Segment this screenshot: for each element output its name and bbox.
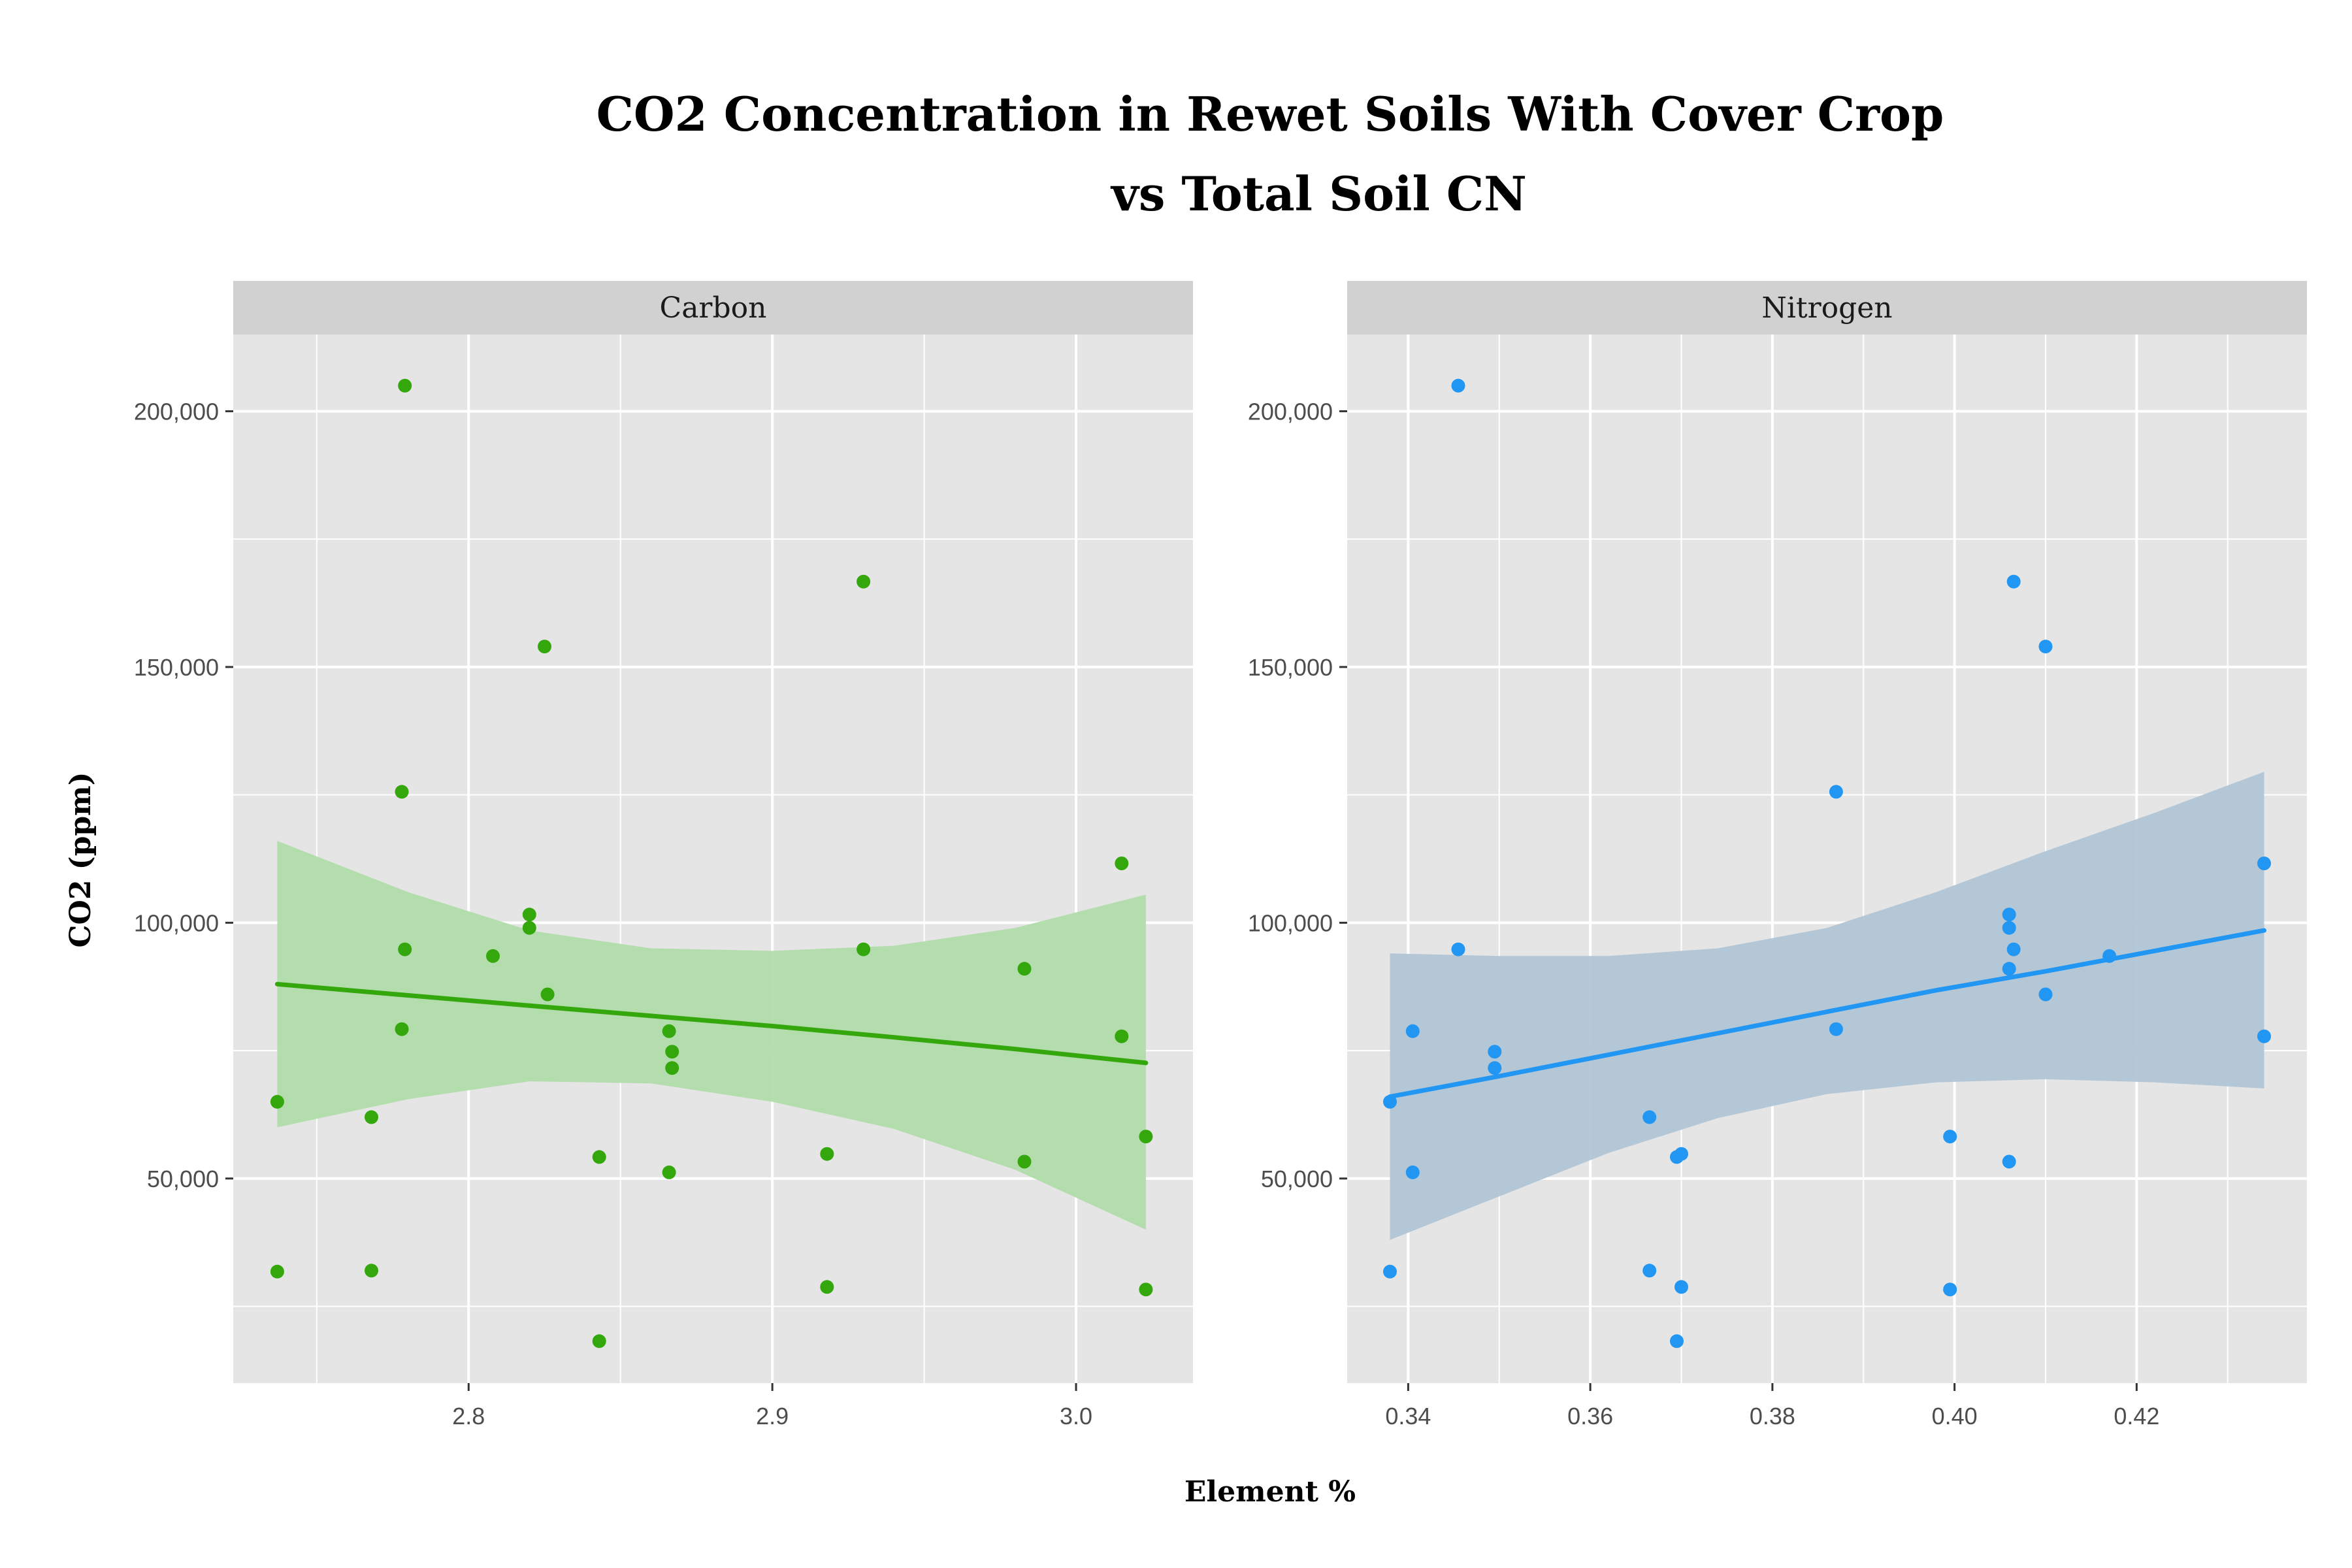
panel-background: [233, 335, 1193, 1383]
data-point: [857, 574, 871, 589]
x-tick-label: 0.38: [1750, 1403, 1795, 1429]
panel-nitrogen: 0.34 0.36 0.38 0.40 0.42 50,000 100,000 150,000…: [1248, 281, 2307, 1429]
data-point: [1674, 1280, 1688, 1294]
confidence-band: [277, 841, 1146, 1230]
y-tick-label: 100,000: [1248, 909, 1333, 936]
data-point: [398, 942, 412, 956]
data-point: [398, 378, 412, 393]
data-point: [592, 1334, 606, 1348]
y-tick-label: 50,000: [1261, 1166, 1333, 1192]
data-point: [2002, 962, 2016, 976]
data-point: [270, 1094, 284, 1109]
data-point: [1943, 1282, 1957, 1297]
confidence-band: [1390, 772, 2264, 1240]
data-point: [522, 907, 536, 922]
data-point: [2038, 640, 2053, 654]
x-tick-label: 0.36: [1567, 1403, 1613, 1429]
x-tick-label: 0.40: [1932, 1403, 1978, 1429]
data-point: [1115, 1029, 1129, 1043]
y-tick-label: 100,000: [134, 909, 219, 936]
data-point: [2257, 1029, 2271, 1043]
data-point: [662, 1165, 676, 1179]
data-point: [662, 1024, 676, 1038]
data-point: [395, 785, 409, 799]
y-tick-label: 200,000: [1248, 398, 1333, 425]
data-point: [1139, 1130, 1153, 1144]
data-point: [857, 942, 871, 956]
facet-strip: [233, 281, 1193, 335]
x-tick-label: 2.8: [452, 1403, 485, 1429]
data-point: [1488, 1061, 1502, 1075]
regression-line: [1388, 928, 2266, 1100]
facet-strip-label: Carbon: [660, 291, 767, 325]
data-point: [1115, 857, 1129, 870]
data-point: [2002, 907, 2016, 922]
data-point: [270, 1264, 284, 1279]
data-point: [1674, 1147, 1688, 1161]
y-axis-title: CO2 (ppm): [64, 772, 97, 947]
data-point: [2038, 987, 2053, 1002]
data-point: [1670, 1334, 1684, 1348]
data-point: [2006, 574, 2021, 589]
data-point: [1488, 1045, 1502, 1059]
data-point: [1017, 962, 1032, 976]
facet-strip-label: Nitrogen: [1761, 291, 1892, 325]
data-point: [1451, 378, 1465, 393]
data-point: [522, 921, 536, 935]
data-point: [820, 1280, 834, 1294]
data-point: [2006, 942, 2021, 956]
data-point: [538, 640, 551, 654]
data-point: [2257, 857, 2271, 870]
data-point: [665, 1061, 679, 1075]
x-axis-title: Element %: [1184, 1475, 1356, 1509]
panel-carbon: 2.8 2.9 3.0 50,000 100,000 150,000 200,000 Carb…: [134, 281, 1193, 1429]
x-tick-label: 0.42: [2114, 1403, 2159, 1429]
data-point: [365, 1264, 378, 1278]
chart-title-line-1: CO2 Concentration in Rewet Soils With Co…: [596, 86, 1944, 142]
data-point: [1829, 785, 1843, 799]
regression-line: [274, 981, 1149, 1066]
data-point: [665, 1045, 679, 1059]
y-tick-label: 150,000: [134, 654, 219, 681]
data-point: [1405, 1024, 1420, 1038]
data-point: [1829, 1022, 1843, 1036]
data-point: [592, 1150, 606, 1164]
data-point: [1383, 1264, 1397, 1279]
y-tick-label: 150,000: [1248, 654, 1333, 681]
facet-strip: [1347, 281, 2307, 335]
y-tick-label: 50,000: [147, 1166, 219, 1192]
data-point: [820, 1147, 834, 1161]
data-point: [540, 987, 555, 1002]
data-point: [2002, 1154, 2016, 1169]
data-point: [1642, 1110, 1657, 1124]
data-point: [1642, 1264, 1657, 1278]
data-point: [1405, 1165, 1420, 1179]
data-point: [365, 1110, 378, 1124]
chart-title-line-2: vs Total Soil CN: [1110, 166, 1527, 221]
data-point: [1943, 1130, 1957, 1144]
data-point: [1451, 942, 1465, 956]
y-tick-label: 200,000: [134, 398, 219, 425]
data-point: [1017, 1154, 1032, 1169]
data-point: [2002, 921, 2016, 935]
x-tick-label: 0.34: [1385, 1403, 1431, 1429]
data-point: [1139, 1282, 1153, 1297]
x-tick-label: 3.0: [1060, 1403, 1092, 1429]
data-point: [395, 1022, 409, 1036]
x-tick-label: 2.9: [756, 1403, 789, 1429]
data-point: [486, 949, 500, 963]
